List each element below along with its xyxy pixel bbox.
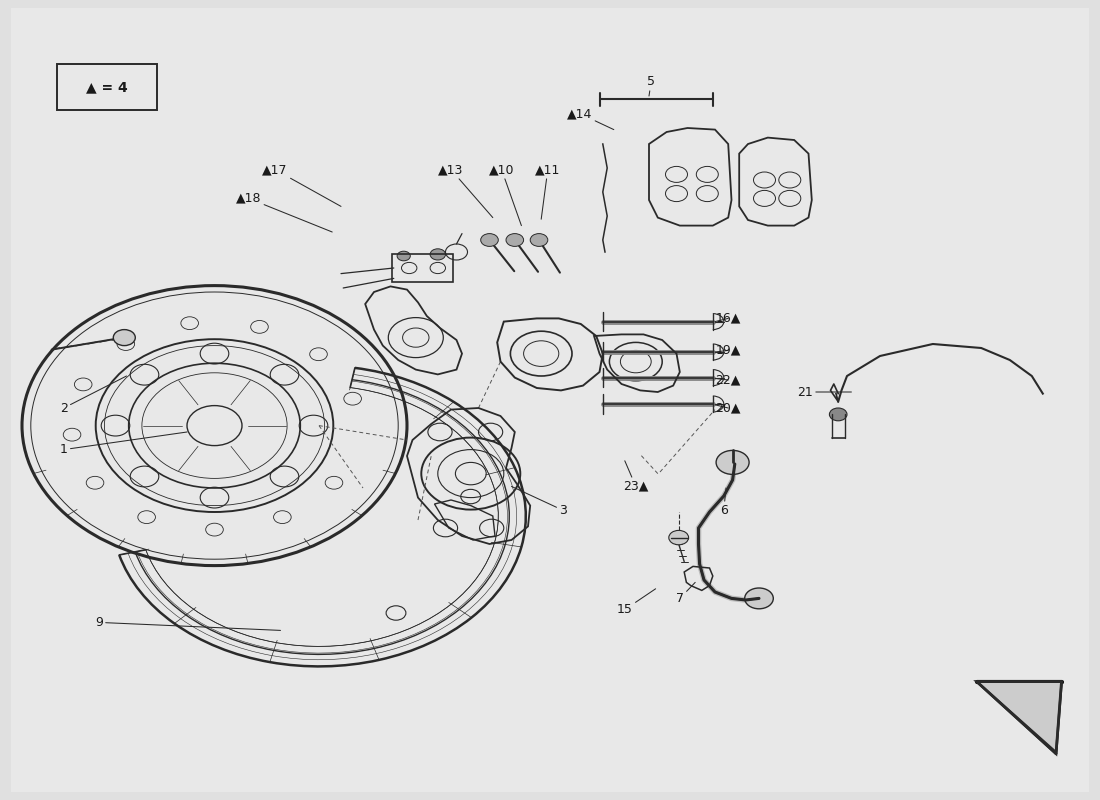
Text: 23▲: 23▲ [623,461,649,493]
Text: ▲17: ▲17 [262,163,341,206]
Text: 9: 9 [95,616,280,630]
Text: ▲10: ▲10 [488,163,521,226]
Text: 6: 6 [719,488,728,517]
Polygon shape [977,682,1062,752]
Text: ▲18: ▲18 [235,192,332,232]
Circle shape [530,234,548,246]
Text: 20▲: 20▲ [715,402,741,414]
Circle shape [716,450,749,474]
FancyBboxPatch shape [57,64,157,110]
Circle shape [481,234,498,246]
Text: ▲14: ▲14 [566,107,614,130]
Text: 21: 21 [798,386,851,398]
Circle shape [669,530,689,545]
Text: ▲ = 4: ▲ = 4 [87,80,128,94]
Text: 15: 15 [617,589,656,616]
Text: 5: 5 [647,75,656,96]
Text: 16▲: 16▲ [715,312,741,325]
Text: ▲11: ▲11 [535,163,561,219]
Circle shape [506,234,524,246]
Text: ▲13: ▲13 [438,163,493,218]
Circle shape [430,249,446,260]
FancyBboxPatch shape [11,8,1089,792]
Circle shape [829,408,847,421]
Text: 1: 1 [59,432,187,456]
Circle shape [397,251,410,261]
Text: 3: 3 [512,486,568,517]
Text: 7: 7 [675,582,695,605]
Text: 2: 2 [59,376,126,414]
Circle shape [113,330,135,346]
Circle shape [745,588,773,609]
Text: 19▲: 19▲ [715,344,741,357]
Text: 22▲: 22▲ [715,374,741,386]
